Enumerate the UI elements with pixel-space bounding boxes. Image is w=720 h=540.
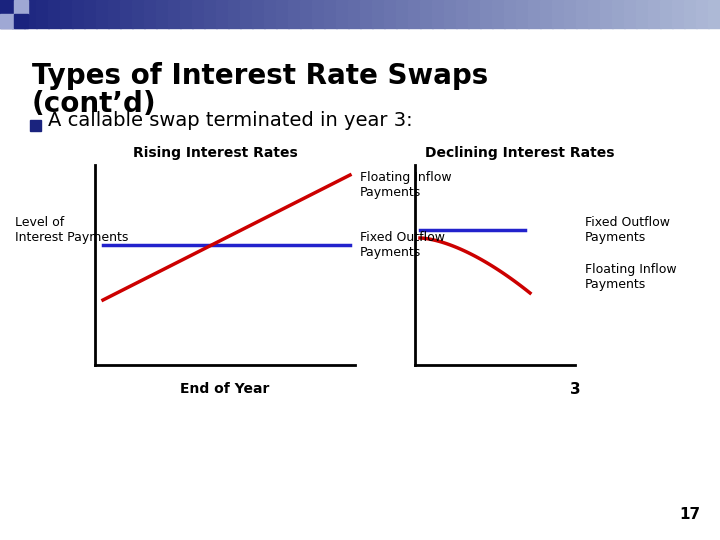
Bar bbox=[528, 0, 541, 28]
Text: 3: 3 bbox=[570, 382, 580, 397]
Text: Fixed Outflow
Payments: Fixed Outflow Payments bbox=[585, 216, 670, 244]
Bar bbox=[204, 0, 217, 28]
Bar bbox=[444, 0, 457, 28]
Bar bbox=[360, 0, 373, 28]
Bar bbox=[30, 120, 41, 131]
Bar bbox=[492, 0, 505, 28]
Bar bbox=[396, 0, 409, 28]
Bar bbox=[672, 0, 685, 28]
Bar bbox=[14, 0, 28, 14]
Text: Fixed Outflow
Payments: Fixed Outflow Payments bbox=[360, 231, 445, 259]
Bar bbox=[564, 0, 577, 28]
Bar bbox=[516, 0, 529, 28]
Bar bbox=[312, 0, 325, 28]
Bar bbox=[648, 0, 661, 28]
Bar bbox=[120, 0, 133, 28]
Bar bbox=[540, 0, 553, 28]
Bar bbox=[684, 0, 697, 28]
Bar bbox=[14, 14, 28, 28]
Bar bbox=[144, 0, 157, 28]
Bar bbox=[48, 0, 61, 28]
Bar bbox=[432, 0, 445, 28]
Bar bbox=[468, 0, 481, 28]
Bar bbox=[576, 0, 589, 28]
Bar bbox=[708, 0, 720, 28]
Bar bbox=[108, 0, 121, 28]
Bar bbox=[300, 0, 313, 28]
Bar bbox=[252, 0, 265, 28]
Bar bbox=[12, 0, 25, 28]
Text: 17: 17 bbox=[679, 507, 700, 522]
Bar bbox=[612, 0, 625, 28]
Bar bbox=[384, 0, 397, 28]
Bar bbox=[324, 0, 337, 28]
Bar bbox=[216, 0, 229, 28]
Text: Declining Interest Rates: Declining Interest Rates bbox=[426, 146, 615, 160]
Bar bbox=[588, 0, 601, 28]
Text: Types of Interest Rate Swaps: Types of Interest Rate Swaps bbox=[32, 62, 488, 90]
Bar bbox=[156, 0, 169, 28]
Bar bbox=[36, 0, 49, 28]
Text: A callable swap terminated in year 3:: A callable swap terminated in year 3: bbox=[48, 111, 413, 131]
Bar bbox=[264, 0, 277, 28]
Bar bbox=[552, 0, 565, 28]
Bar bbox=[168, 0, 181, 28]
Bar bbox=[72, 0, 85, 28]
Bar bbox=[192, 0, 205, 28]
Bar bbox=[0, 0, 14, 14]
Bar bbox=[696, 0, 709, 28]
Bar bbox=[372, 0, 385, 28]
Text: End of Year: End of Year bbox=[180, 382, 270, 396]
Text: Level of
Interest Payments: Level of Interest Payments bbox=[15, 216, 128, 244]
Bar bbox=[420, 0, 433, 28]
Bar bbox=[456, 0, 469, 28]
Text: Floating Inflow
Payments: Floating Inflow Payments bbox=[585, 263, 677, 291]
Bar bbox=[228, 0, 241, 28]
Bar bbox=[480, 0, 493, 28]
Bar bbox=[0, 14, 14, 28]
Bar bbox=[636, 0, 649, 28]
Bar bbox=[504, 0, 517, 28]
Bar bbox=[240, 0, 253, 28]
Bar bbox=[408, 0, 421, 28]
Bar bbox=[348, 0, 361, 28]
Text: (cont’d): (cont’d) bbox=[32, 90, 157, 118]
Bar bbox=[276, 0, 289, 28]
Bar bbox=[660, 0, 673, 28]
Bar bbox=[180, 0, 193, 28]
Bar bbox=[624, 0, 637, 28]
Bar bbox=[84, 0, 97, 28]
Bar bbox=[60, 0, 73, 28]
Text: Rising Interest Rates: Rising Interest Rates bbox=[132, 146, 297, 160]
Bar bbox=[24, 0, 37, 28]
Text: Floating Inflow
Payments: Floating Inflow Payments bbox=[360, 171, 451, 199]
Bar bbox=[336, 0, 349, 28]
Bar bbox=[600, 0, 613, 28]
Bar bbox=[288, 0, 301, 28]
Bar bbox=[132, 0, 145, 28]
Bar bbox=[96, 0, 109, 28]
Bar bbox=[0, 0, 13, 28]
